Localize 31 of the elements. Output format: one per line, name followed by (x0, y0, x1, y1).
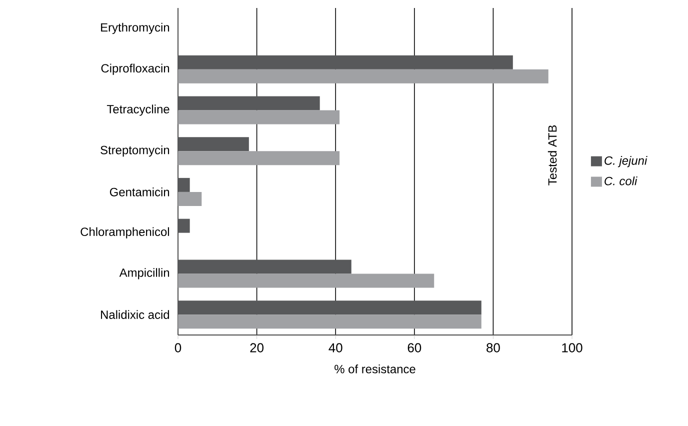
y-tick-label: Gentamicin (110, 188, 170, 196)
x-tick-label: 0 (174, 343, 182, 352)
bar (178, 274, 434, 288)
x-tick-label: 80 (486, 343, 500, 352)
bar (178, 192, 202, 206)
bar (178, 314, 482, 329)
y-axis-title: Tested ATB (548, 125, 557, 186)
y-tick-label: Tetracycline (106, 104, 170, 116)
bar (178, 218, 190, 233)
x-tick-label: 20 (250, 343, 264, 352)
x-tick-label: 100 (562, 343, 582, 352)
bar (178, 178, 190, 192)
bar (178, 69, 548, 84)
bar (178, 137, 249, 152)
legend-label: C. coli (604, 176, 638, 186)
y-tick-label: Ampicillin (119, 268, 170, 280)
y-tick-label: Erythromycin (101, 22, 170, 34)
legend-label: C. jejuni (604, 156, 648, 168)
x-tick-label: 60 (408, 343, 422, 352)
bar (178, 151, 340, 166)
x-tick-label: 40 (328, 343, 342, 352)
y-tick-label: Ciprofloxacin (101, 64, 170, 75)
bar (178, 55, 513, 70)
bar (178, 260, 352, 274)
x-axis-title: % of resistance (334, 364, 416, 374)
bar (178, 300, 482, 315)
bar (178, 96, 320, 110)
bar (178, 110, 340, 124)
y-tick-label: Streptomycin (100, 146, 170, 157)
y-tick-label: Nalidixic acid (101, 310, 170, 319)
y-tick-label: Chloramphenicol (80, 227, 169, 238)
